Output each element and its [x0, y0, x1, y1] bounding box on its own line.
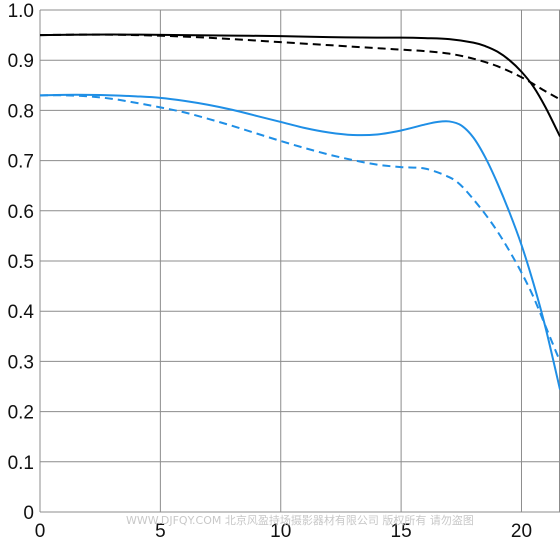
series-group — [39, 33, 560, 390]
series-line-2 — [39, 93, 560, 390]
series-line-1 — [39, 33, 560, 101]
grid — [39, 9, 560, 513]
y-tick-label-8: 0.8 — [8, 101, 34, 122]
y-tick-label-9: 0.9 — [8, 51, 34, 72]
y-tick-label-10: 1.0 — [8, 1, 34, 22]
y-tick-label-5: 0.5 — [8, 252, 34, 273]
series-line-3 — [39, 94, 560, 362]
y-tick-label-2: 0.2 — [8, 403, 34, 424]
x-tick-label-4: 20 — [511, 521, 532, 542]
x-tick-label-1: 5 — [155, 521, 166, 542]
y-tick-label-4: 0.4 — [8, 302, 35, 323]
series-line-0 — [39, 33, 560, 137]
y-tick-label-6: 0.6 — [8, 202, 34, 223]
y-tick-label-7: 0.7 — [8, 152, 34, 173]
x-tick-label-3: 15 — [391, 521, 412, 542]
y-tick-label-1: 0.1 — [8, 453, 34, 474]
x-tick-label-0: 0 — [35, 521, 46, 542]
x-tick-label-2: 10 — [270, 521, 291, 542]
x-tick-labels: 0 5 10 15 20 — [35, 521, 532, 542]
y-tick-label-0: 0 — [23, 503, 34, 524]
watermark: WWW.DJFQY.COM 北京风盈持场摄影器材有限公司 版权所有 请勿盗图 — [126, 513, 474, 527]
y-tick-labels: 0 0.1 0.2 0.3 0.4 0.5 0.6 0.7 0.8 0.9 1.0 — [8, 1, 35, 524]
y-tick-label-3: 0.3 — [8, 352, 34, 373]
